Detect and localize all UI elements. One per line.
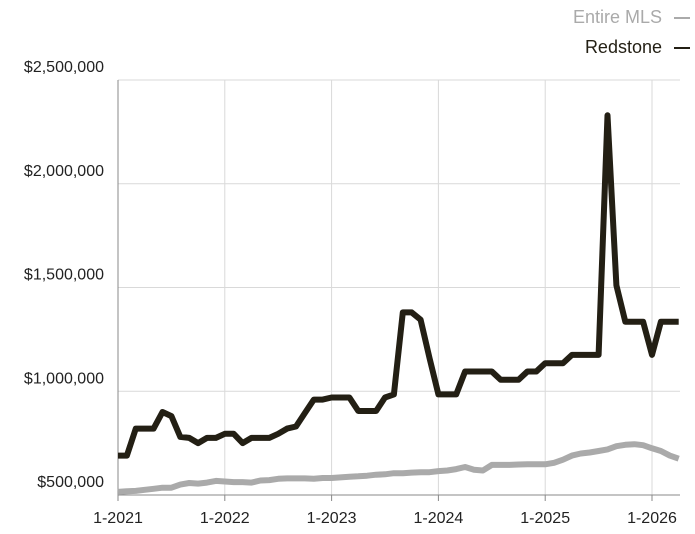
x-tick-label: 1-2021 (93, 510, 143, 527)
legend-label: Entire MLS (573, 7, 662, 27)
y-tick-label: $1,500,000 (24, 267, 104, 284)
series-line (117, 441, 680, 495)
legend-label: Redstone (585, 37, 662, 57)
x-tick-label: 1-2023 (307, 510, 357, 527)
x-tick-label: 1-2026 (627, 510, 677, 527)
series-line (118, 112, 679, 459)
x-tick-label: 1-2025 (520, 510, 570, 527)
y-tick-label: $1,000,000 (24, 370, 104, 387)
y-tick-label: $2,500,000 (24, 59, 104, 76)
x-tick-label: 1-2022 (200, 510, 250, 527)
y-tick-label: $2,000,000 (24, 163, 104, 180)
y-tick-label: $500,000 (37, 474, 104, 491)
x-tick-label: 1-2024 (413, 510, 463, 527)
